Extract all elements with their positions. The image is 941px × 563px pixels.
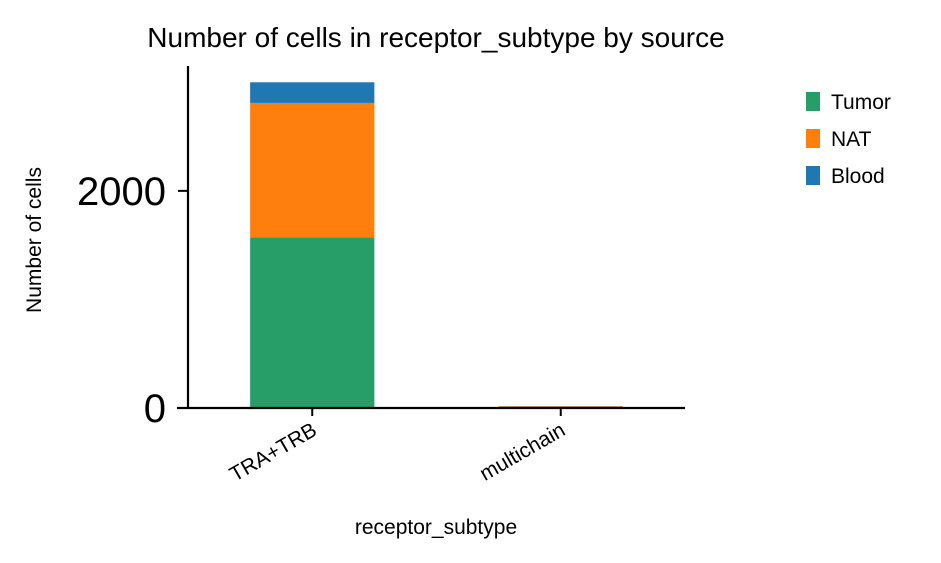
x-ticks-group: TRA+TRB multichain xyxy=(226,408,569,486)
legend-label-nat: NAT xyxy=(831,128,872,151)
legend-swatch-tumor xyxy=(806,92,820,111)
legend-swatch-nat xyxy=(806,129,820,148)
y-axis-label: Number of cells xyxy=(23,167,46,313)
x-tick-label: multichain xyxy=(476,418,569,485)
x-axis-label: receptor_subtype xyxy=(355,516,517,539)
bar-tumor-0 xyxy=(250,237,375,408)
x-tick-label: TRA+TRB xyxy=(226,418,321,486)
chart-title: Number of cells in receptor_subtype by s… xyxy=(147,22,724,53)
bar-nat-0 xyxy=(250,102,375,238)
legend: Tumor NAT Blood xyxy=(806,91,891,188)
bar-blood-0 xyxy=(250,82,375,103)
y-tick-label: 0 xyxy=(144,387,166,431)
legend-label-blood: Blood xyxy=(831,165,885,188)
y-tick-label: 2000 xyxy=(77,170,166,214)
y-ticks-group: 0 2000 xyxy=(77,170,188,431)
bar-nat-1 xyxy=(498,406,623,408)
bars-group xyxy=(250,82,623,408)
legend-label-tumor: Tumor xyxy=(831,91,891,114)
legend-swatch-blood xyxy=(806,166,820,185)
